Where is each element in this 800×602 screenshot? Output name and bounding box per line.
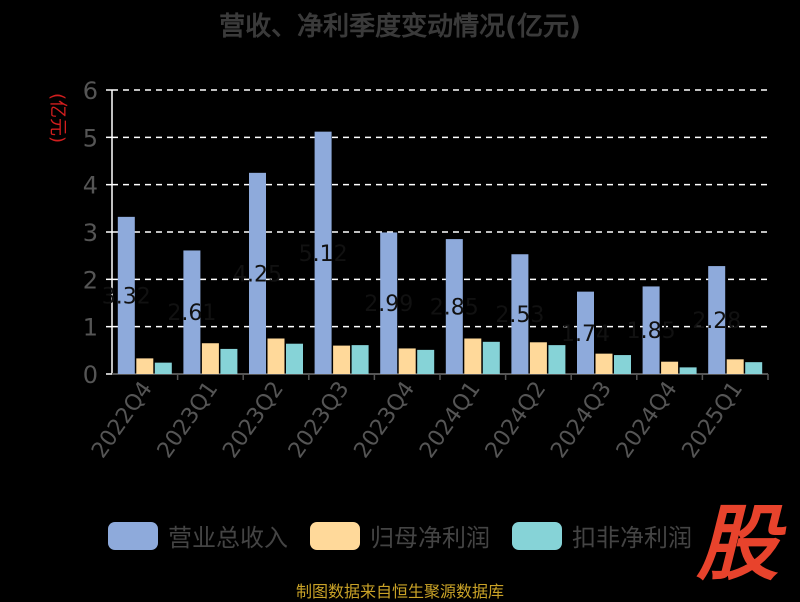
bar-0-9[interactable] [708, 266, 726, 374]
bar-2-3[interactable] [351, 345, 369, 374]
data-label: 1.85 [627, 319, 676, 344]
bar-2-8[interactable] [679, 367, 697, 374]
x-tick-label: 2023Q4 [350, 377, 421, 463]
x-tick-label: 2024Q3 [546, 377, 617, 463]
bar-0-5[interactable] [445, 239, 463, 374]
bar-0-0[interactable] [117, 216, 135, 374]
y-axis-label: (亿元) [47, 93, 68, 143]
bar-1-9[interactable] [726, 359, 744, 374]
bar-2-5[interactable] [482, 341, 500, 374]
legend-label-deducted-profit: 扣非净利润 [572, 524, 692, 552]
data-labels: 3.32 2.61 4.25 5.12 2.99 2.85 2.53 1.74 1.85 2.28 [102, 242, 741, 347]
bar-0-3[interactable] [314, 131, 332, 374]
legend-item-revenue[interactable]: 营业总收入 [108, 518, 288, 553]
x-tick-label: 2023Q1 [153, 377, 224, 463]
bar-0-6[interactable] [511, 254, 529, 374]
bar-2-7[interactable] [614, 355, 631, 374]
x-tick-label: 2022Q4 [87, 377, 158, 463]
bar-1-5[interactable] [464, 338, 482, 375]
x-tick-label: 2025Q1 [678, 377, 749, 463]
bar-2-1[interactable] [220, 348, 238, 374]
x-tick-label: 2024Q1 [415, 377, 486, 463]
y-tick-label: 5 [83, 124, 98, 152]
x-tick-label: 2023Q2 [218, 377, 289, 463]
bar-0-1[interactable] [183, 250, 201, 374]
legend-swatch-deducted-profit [512, 521, 562, 550]
y-tick-label: 6 [83, 77, 98, 105]
y-tick-label: 4 [83, 172, 98, 200]
legend-label-revenue: 营业总收入 [168, 524, 288, 552]
y-tick-label: 3 [83, 219, 98, 247]
data-label: 2.85 [430, 296, 479, 321]
bar-1-1[interactable] [201, 343, 219, 374]
y-tick-label: 1 [83, 314, 98, 342]
bar-1-4[interactable] [398, 348, 416, 374]
bar-2-2[interactable] [286, 343, 303, 374]
legend-label-parent-profit: 归母净利润 [370, 524, 490, 552]
legend-swatch-revenue [108, 521, 158, 550]
data-label: 4.25 [233, 262, 282, 287]
legend-swatch-parent-profit [310, 521, 360, 550]
data-label: 2.99 [364, 292, 413, 317]
bar-1-0[interactable] [136, 358, 154, 374]
data-label: 5.12 [299, 242, 348, 267]
bar-0-4[interactable] [380, 232, 398, 374]
bar-2-6[interactable] [548, 345, 566, 374]
logo-glyph: 股 [696, 497, 779, 592]
x-tick-label: 2024Q4 [612, 377, 683, 463]
data-label: 1.74 [561, 322, 610, 347]
x-tick-label: 2024Q2 [481, 377, 552, 463]
legend: 营业总收入 归母净利润 扣非净利润 [0, 518, 800, 553]
y-tick-label: 2 [83, 266, 98, 294]
bar-0-8[interactable] [642, 286, 660, 374]
legend-item-deducted-profit[interactable]: 扣非净利润 [512, 518, 692, 553]
bar-1-3[interactable] [333, 345, 351, 374]
bar-1-7[interactable] [595, 353, 613, 374]
brand-logo: 股 [690, 500, 785, 590]
bar-0-2[interactable] [249, 172, 266, 374]
data-label: 2.53 [495, 303, 544, 328]
data-label: 2.61 [167, 301, 216, 326]
grid-lines [112, 89, 768, 328]
bars [117, 131, 763, 375]
data-source-note: 制图数据来自恒生聚源数据库 [295, 582, 504, 601]
x-tick-label: 2023Q3 [284, 377, 355, 463]
chart-title: 营收、净利季度变动情况(亿元) [219, 12, 581, 42]
bar-1-2[interactable] [267, 338, 285, 375]
y-tick-label: 0 [83, 361, 98, 389]
bar-0-7[interactable] [577, 291, 594, 374]
data-label: 2.28 [692, 309, 741, 334]
data-label: 3.32 [102, 284, 151, 309]
bar-2-0[interactable] [154, 362, 172, 374]
bar-2-4[interactable] [417, 349, 435, 374]
bar-1-6[interactable] [529, 342, 547, 374]
bar-1-8[interactable] [661, 361, 679, 374]
legend-item-parent-profit[interactable]: 归母净利润 [310, 518, 490, 553]
bar-2-9[interactable] [745, 362, 763, 374]
